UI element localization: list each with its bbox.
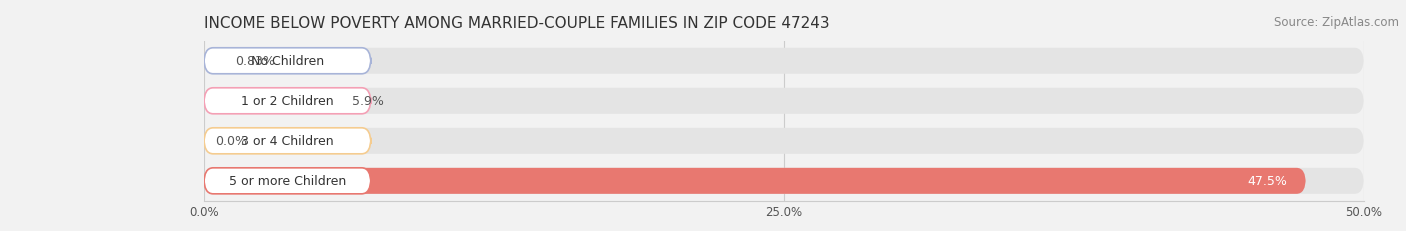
Text: 0.83%: 0.83% [235, 55, 274, 68]
FancyBboxPatch shape [204, 88, 1364, 114]
FancyBboxPatch shape [204, 168, 371, 194]
Text: INCOME BELOW POVERTY AMONG MARRIED-COUPLE FAMILIES IN ZIP CODE 47243: INCOME BELOW POVERTY AMONG MARRIED-COUPL… [204, 16, 830, 31]
Text: 1 or 2 Children: 1 or 2 Children [240, 95, 333, 108]
Text: 5.9%: 5.9% [353, 95, 384, 108]
Text: Source: ZipAtlas.com: Source: ZipAtlas.com [1274, 16, 1399, 29]
FancyBboxPatch shape [204, 49, 371, 74]
FancyBboxPatch shape [204, 88, 340, 114]
FancyBboxPatch shape [204, 168, 1306, 194]
FancyBboxPatch shape [204, 49, 224, 74]
Text: 3 or 4 Children: 3 or 4 Children [240, 135, 333, 148]
FancyBboxPatch shape [204, 168, 1364, 194]
Text: 0.0%: 0.0% [215, 135, 247, 148]
FancyBboxPatch shape [204, 49, 1364, 74]
Text: 47.5%: 47.5% [1247, 175, 1288, 188]
Text: No Children: No Children [250, 55, 323, 68]
FancyBboxPatch shape [204, 128, 371, 154]
FancyBboxPatch shape [204, 88, 371, 114]
Text: 5 or more Children: 5 or more Children [229, 175, 346, 188]
FancyBboxPatch shape [204, 128, 1364, 154]
